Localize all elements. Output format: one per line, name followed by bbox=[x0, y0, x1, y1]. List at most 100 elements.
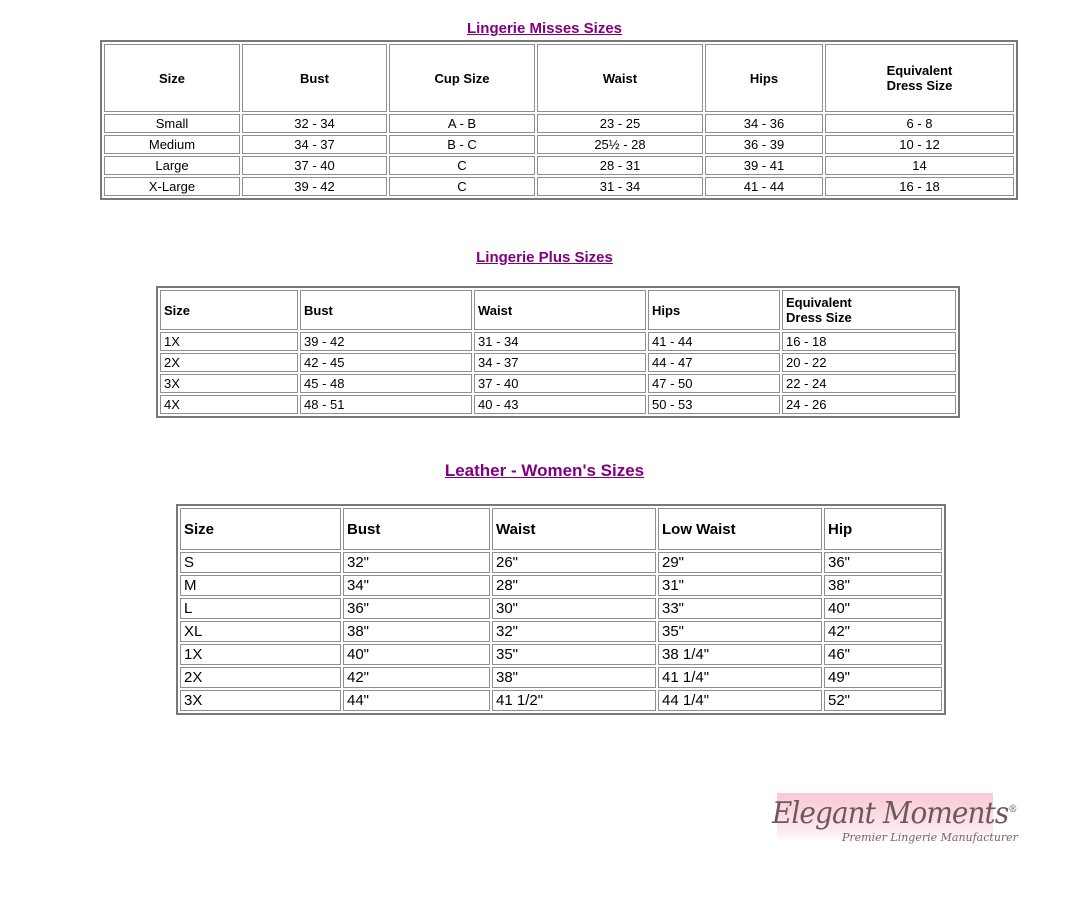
table-row: 1X 40" 35" 38 1/4" 46" bbox=[180, 644, 942, 665]
table-cell: 2X bbox=[160, 353, 298, 372]
column-header: Bust bbox=[343, 508, 490, 550]
table-cell: B - C bbox=[389, 135, 535, 154]
column-header: Low Waist bbox=[658, 508, 822, 550]
table-cell: 2X bbox=[180, 667, 341, 688]
table-cell: 48 - 51 bbox=[300, 395, 472, 414]
table-cell: C bbox=[389, 177, 535, 196]
table-cell: 40" bbox=[824, 598, 942, 619]
table-cell: 34 - 37 bbox=[474, 353, 646, 372]
table-row: 3X 44" 41 1/2" 44 1/4" 52" bbox=[180, 690, 942, 711]
table-cell: 49" bbox=[824, 667, 942, 688]
table-cell: 3X bbox=[160, 374, 298, 393]
table-cell: 41 1/4" bbox=[658, 667, 822, 688]
table-cell: 29" bbox=[658, 552, 822, 573]
misses-sizes-title: Lingerie Misses Sizes bbox=[466, 20, 623, 37]
table-cell: 39 - 42 bbox=[300, 332, 472, 351]
table-cell: 32" bbox=[343, 552, 490, 573]
table-header-row: Size Bust Waist Low Waist Hip bbox=[180, 508, 942, 550]
table-row: 2X 42" 38" 41 1/4" 49" bbox=[180, 667, 942, 688]
table-cell: 16 - 18 bbox=[825, 177, 1014, 196]
table-cell: 30" bbox=[492, 598, 656, 619]
table-cell: 40" bbox=[343, 644, 490, 665]
table-cell: 32 - 34 bbox=[242, 114, 387, 133]
table-cell: 22 - 24 bbox=[782, 374, 956, 393]
table-cell: 34" bbox=[343, 575, 490, 596]
table-cell: 34 - 36 bbox=[705, 114, 823, 133]
table-cell: 28" bbox=[492, 575, 656, 596]
table-cell: 32" bbox=[492, 621, 656, 642]
table-cell: 44" bbox=[343, 690, 490, 711]
table-cell: 1X bbox=[180, 644, 341, 665]
table-cell: 31" bbox=[658, 575, 822, 596]
table-cell: 20 - 22 bbox=[782, 353, 956, 372]
table-cell: 1X bbox=[160, 332, 298, 351]
misses-sizes-table: Size Bust Cup Size Waist Hips Equivalent… bbox=[100, 40, 1018, 200]
plus-sizes-title: Lingerie Plus Sizes bbox=[476, 249, 613, 266]
table-cell: 36" bbox=[824, 552, 942, 573]
column-header: Equivalent Dress Size bbox=[782, 290, 956, 330]
table-cell: 46" bbox=[824, 644, 942, 665]
logo-pink-band bbox=[777, 793, 993, 839]
logo-brand-name: Elegant Moments® bbox=[772, 796, 1018, 831]
table-cell: 40 - 43 bbox=[474, 395, 646, 414]
table-cell: 28 - 31 bbox=[537, 156, 703, 175]
table-cell: 35" bbox=[658, 621, 822, 642]
table-cell: 10 - 12 bbox=[825, 135, 1014, 154]
table-cell: Large bbox=[104, 156, 240, 175]
table-row: 1X 39 - 42 31 - 34 41 - 44 16 - 18 bbox=[160, 332, 956, 351]
table-cell: 25½ - 28 bbox=[537, 135, 703, 154]
column-header: Bust bbox=[300, 290, 472, 330]
column-header: Hips bbox=[648, 290, 780, 330]
table-cell: 42" bbox=[343, 667, 490, 688]
table-cell: XL bbox=[180, 621, 341, 642]
leather-sizes-title: Leather - Women's Sizes bbox=[444, 461, 645, 480]
table-row: Large 37 - 40 C 28 - 31 39 - 41 14 bbox=[104, 156, 1014, 175]
table-cell: 31 - 34 bbox=[537, 177, 703, 196]
logo-tagline: Premier Lingerie Manufacturer bbox=[842, 831, 1018, 844]
table-cell: 36" bbox=[343, 598, 490, 619]
table-cell: 36 - 39 bbox=[705, 135, 823, 154]
table-cell: 16 - 18 bbox=[782, 332, 956, 351]
table-cell: 26" bbox=[492, 552, 656, 573]
column-header: Size bbox=[160, 290, 298, 330]
table-cell: 47 - 50 bbox=[648, 374, 780, 393]
table-cell: 33" bbox=[658, 598, 822, 619]
column-header: Hips bbox=[705, 44, 823, 112]
table-cell: 45 - 48 bbox=[300, 374, 472, 393]
column-header: Waist bbox=[474, 290, 646, 330]
table-cell: 39 - 42 bbox=[242, 177, 387, 196]
leather-sizes-table: Size Bust Waist Low Waist Hip S 32" 26" … bbox=[176, 504, 946, 715]
table-row: L 36" 30" 33" 40" bbox=[180, 598, 942, 619]
table-cell: 34 - 37 bbox=[242, 135, 387, 154]
table-row: Medium 34 - 37 B - C 25½ - 28 36 - 39 10… bbox=[104, 135, 1014, 154]
table-row: S 32" 26" 29" 36" bbox=[180, 552, 942, 573]
logo-brand-text: Elegant Moments bbox=[772, 796, 1009, 831]
table-row: XL 38" 32" 35" 42" bbox=[180, 621, 942, 642]
table-cell: 31 - 34 bbox=[474, 332, 646, 351]
table-cell: 35" bbox=[492, 644, 656, 665]
table-cell: 14 bbox=[825, 156, 1014, 175]
table-cell: 50 - 53 bbox=[648, 395, 780, 414]
table-cell: 41 1/2" bbox=[492, 690, 656, 711]
table-cell: Small bbox=[104, 114, 240, 133]
table-cell: 44 - 47 bbox=[648, 353, 780, 372]
table-cell: M bbox=[180, 575, 341, 596]
table-cell: 3X bbox=[180, 690, 341, 711]
plus-sizes-table: Size Bust Waist Hips Equivalent Dress Si… bbox=[156, 286, 960, 418]
table-cell: 37 - 40 bbox=[242, 156, 387, 175]
table-cell: 38" bbox=[824, 575, 942, 596]
table-row: M 34" 28" 31" 38" bbox=[180, 575, 942, 596]
table-row: X-Large 39 - 42 C 31 - 34 41 - 44 16 - 1… bbox=[104, 177, 1014, 196]
table-row: 4X 48 - 51 40 - 43 50 - 53 24 - 26 bbox=[160, 395, 956, 414]
table-row: 3X 45 - 48 37 - 40 47 - 50 22 - 24 bbox=[160, 374, 956, 393]
table-cell: 39 - 41 bbox=[705, 156, 823, 175]
table-cell: 23 - 25 bbox=[537, 114, 703, 133]
table-cell: A - B bbox=[389, 114, 535, 133]
table-cell: 24 - 26 bbox=[782, 395, 956, 414]
table-header-row: Size Bust Waist Hips Equivalent Dress Si… bbox=[160, 290, 956, 330]
table-row: 2X 42 - 45 34 - 37 44 - 47 20 - 22 bbox=[160, 353, 956, 372]
column-header: Size bbox=[104, 44, 240, 112]
table-cell: 38" bbox=[492, 667, 656, 688]
column-header: Equivalent Dress Size bbox=[825, 44, 1014, 112]
